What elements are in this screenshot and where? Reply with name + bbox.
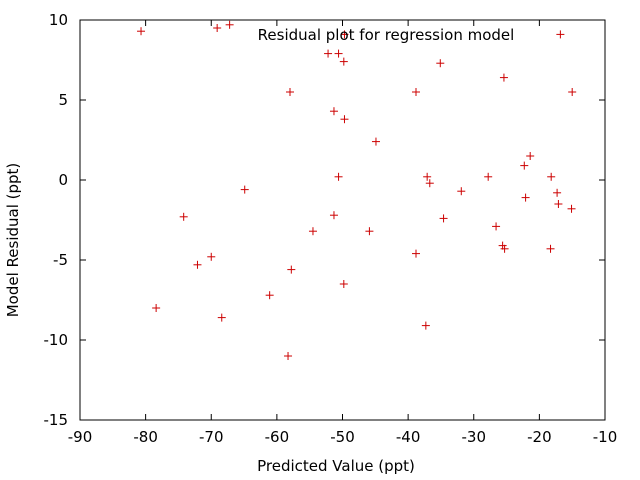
data-point-marker bbox=[371, 137, 380, 146]
x-tick-label: -70 bbox=[199, 428, 224, 446]
data-point-marker bbox=[568, 88, 577, 96]
data-point-marker bbox=[439, 214, 448, 223]
data-point-marker bbox=[225, 20, 234, 29]
data-point-marker bbox=[423, 172, 432, 181]
data-point-marker bbox=[286, 88, 294, 96]
y-tick-label: -5 bbox=[53, 251, 68, 269]
data-point-marker bbox=[457, 187, 466, 196]
data-point-marker bbox=[324, 49, 333, 58]
data-point-marker bbox=[265, 291, 274, 300]
data-point-marker bbox=[556, 30, 565, 39]
data-point-marker bbox=[308, 227, 317, 236]
data-point-marker bbox=[329, 211, 338, 220]
data-point-marker bbox=[207, 252, 216, 261]
data-point-marker bbox=[425, 179, 434, 188]
y-tick-label: 5 bbox=[58, 91, 68, 109]
x-tick-label: -30 bbox=[462, 428, 487, 446]
data-point-marker bbox=[334, 49, 343, 58]
x-tick-label: -50 bbox=[330, 428, 355, 446]
data-point-marker bbox=[365, 227, 374, 236]
y-tick-label: -10 bbox=[44, 331, 69, 349]
data-point-marker bbox=[152, 304, 161, 312]
data-point-marker bbox=[240, 185, 249, 194]
data-point-marker bbox=[421, 321, 430, 330]
data-point-marker bbox=[340, 30, 349, 39]
data-point-marker bbox=[329, 107, 338, 116]
data-point-marker bbox=[217, 313, 226, 322]
x-tick-label: -20 bbox=[527, 428, 552, 446]
data-point-marker bbox=[554, 200, 563, 208]
x-tick-label: -10 bbox=[593, 428, 618, 446]
data-point-marker bbox=[526, 152, 535, 160]
data-point-marker bbox=[553, 188, 562, 197]
data-point-marker bbox=[500, 244, 509, 253]
data-point-marker bbox=[567, 204, 576, 213]
data-point-marker bbox=[213, 24, 222, 32]
chart-title: Residual plot for regression model bbox=[258, 26, 515, 44]
data-point-marker bbox=[498, 241, 507, 250]
x-tick-label: -60 bbox=[265, 428, 290, 446]
x-axis-title: Predicted Value (ppt) bbox=[257, 457, 415, 475]
x-tick-label: -90 bbox=[68, 428, 93, 446]
data-point-marker bbox=[436, 59, 445, 68]
data-point-marker bbox=[521, 193, 530, 202]
data-point-marker bbox=[137, 27, 146, 36]
data-point-marker bbox=[339, 280, 348, 288]
x-tick-label: -40 bbox=[396, 428, 421, 446]
y-axis-title: Model Residual (ppt) bbox=[4, 163, 22, 318]
data-point-marker bbox=[499, 73, 508, 82]
data-point-marker bbox=[179, 212, 188, 221]
data-point-marker bbox=[546, 244, 555, 253]
x-tick-label: -80 bbox=[133, 428, 158, 446]
data-point-marker bbox=[412, 88, 420, 96]
data-point-marker bbox=[339, 57, 348, 66]
y-tick-label: 10 bbox=[49, 11, 68, 29]
data-point-marker bbox=[484, 172, 493, 181]
data-points bbox=[137, 20, 577, 360]
data-point-marker bbox=[334, 172, 343, 181]
data-point-marker bbox=[287, 265, 296, 274]
y-tick-label: -15 bbox=[44, 411, 69, 429]
data-point-marker bbox=[193, 260, 202, 269]
data-point-marker bbox=[340, 115, 349, 124]
data-point-marker bbox=[547, 172, 556, 181]
data-point-marker bbox=[520, 161, 529, 170]
y-tick-label: 0 bbox=[58, 171, 68, 189]
data-point-marker bbox=[412, 249, 420, 258]
data-point-marker bbox=[492, 222, 501, 231]
data-point-marker bbox=[284, 352, 293, 360]
